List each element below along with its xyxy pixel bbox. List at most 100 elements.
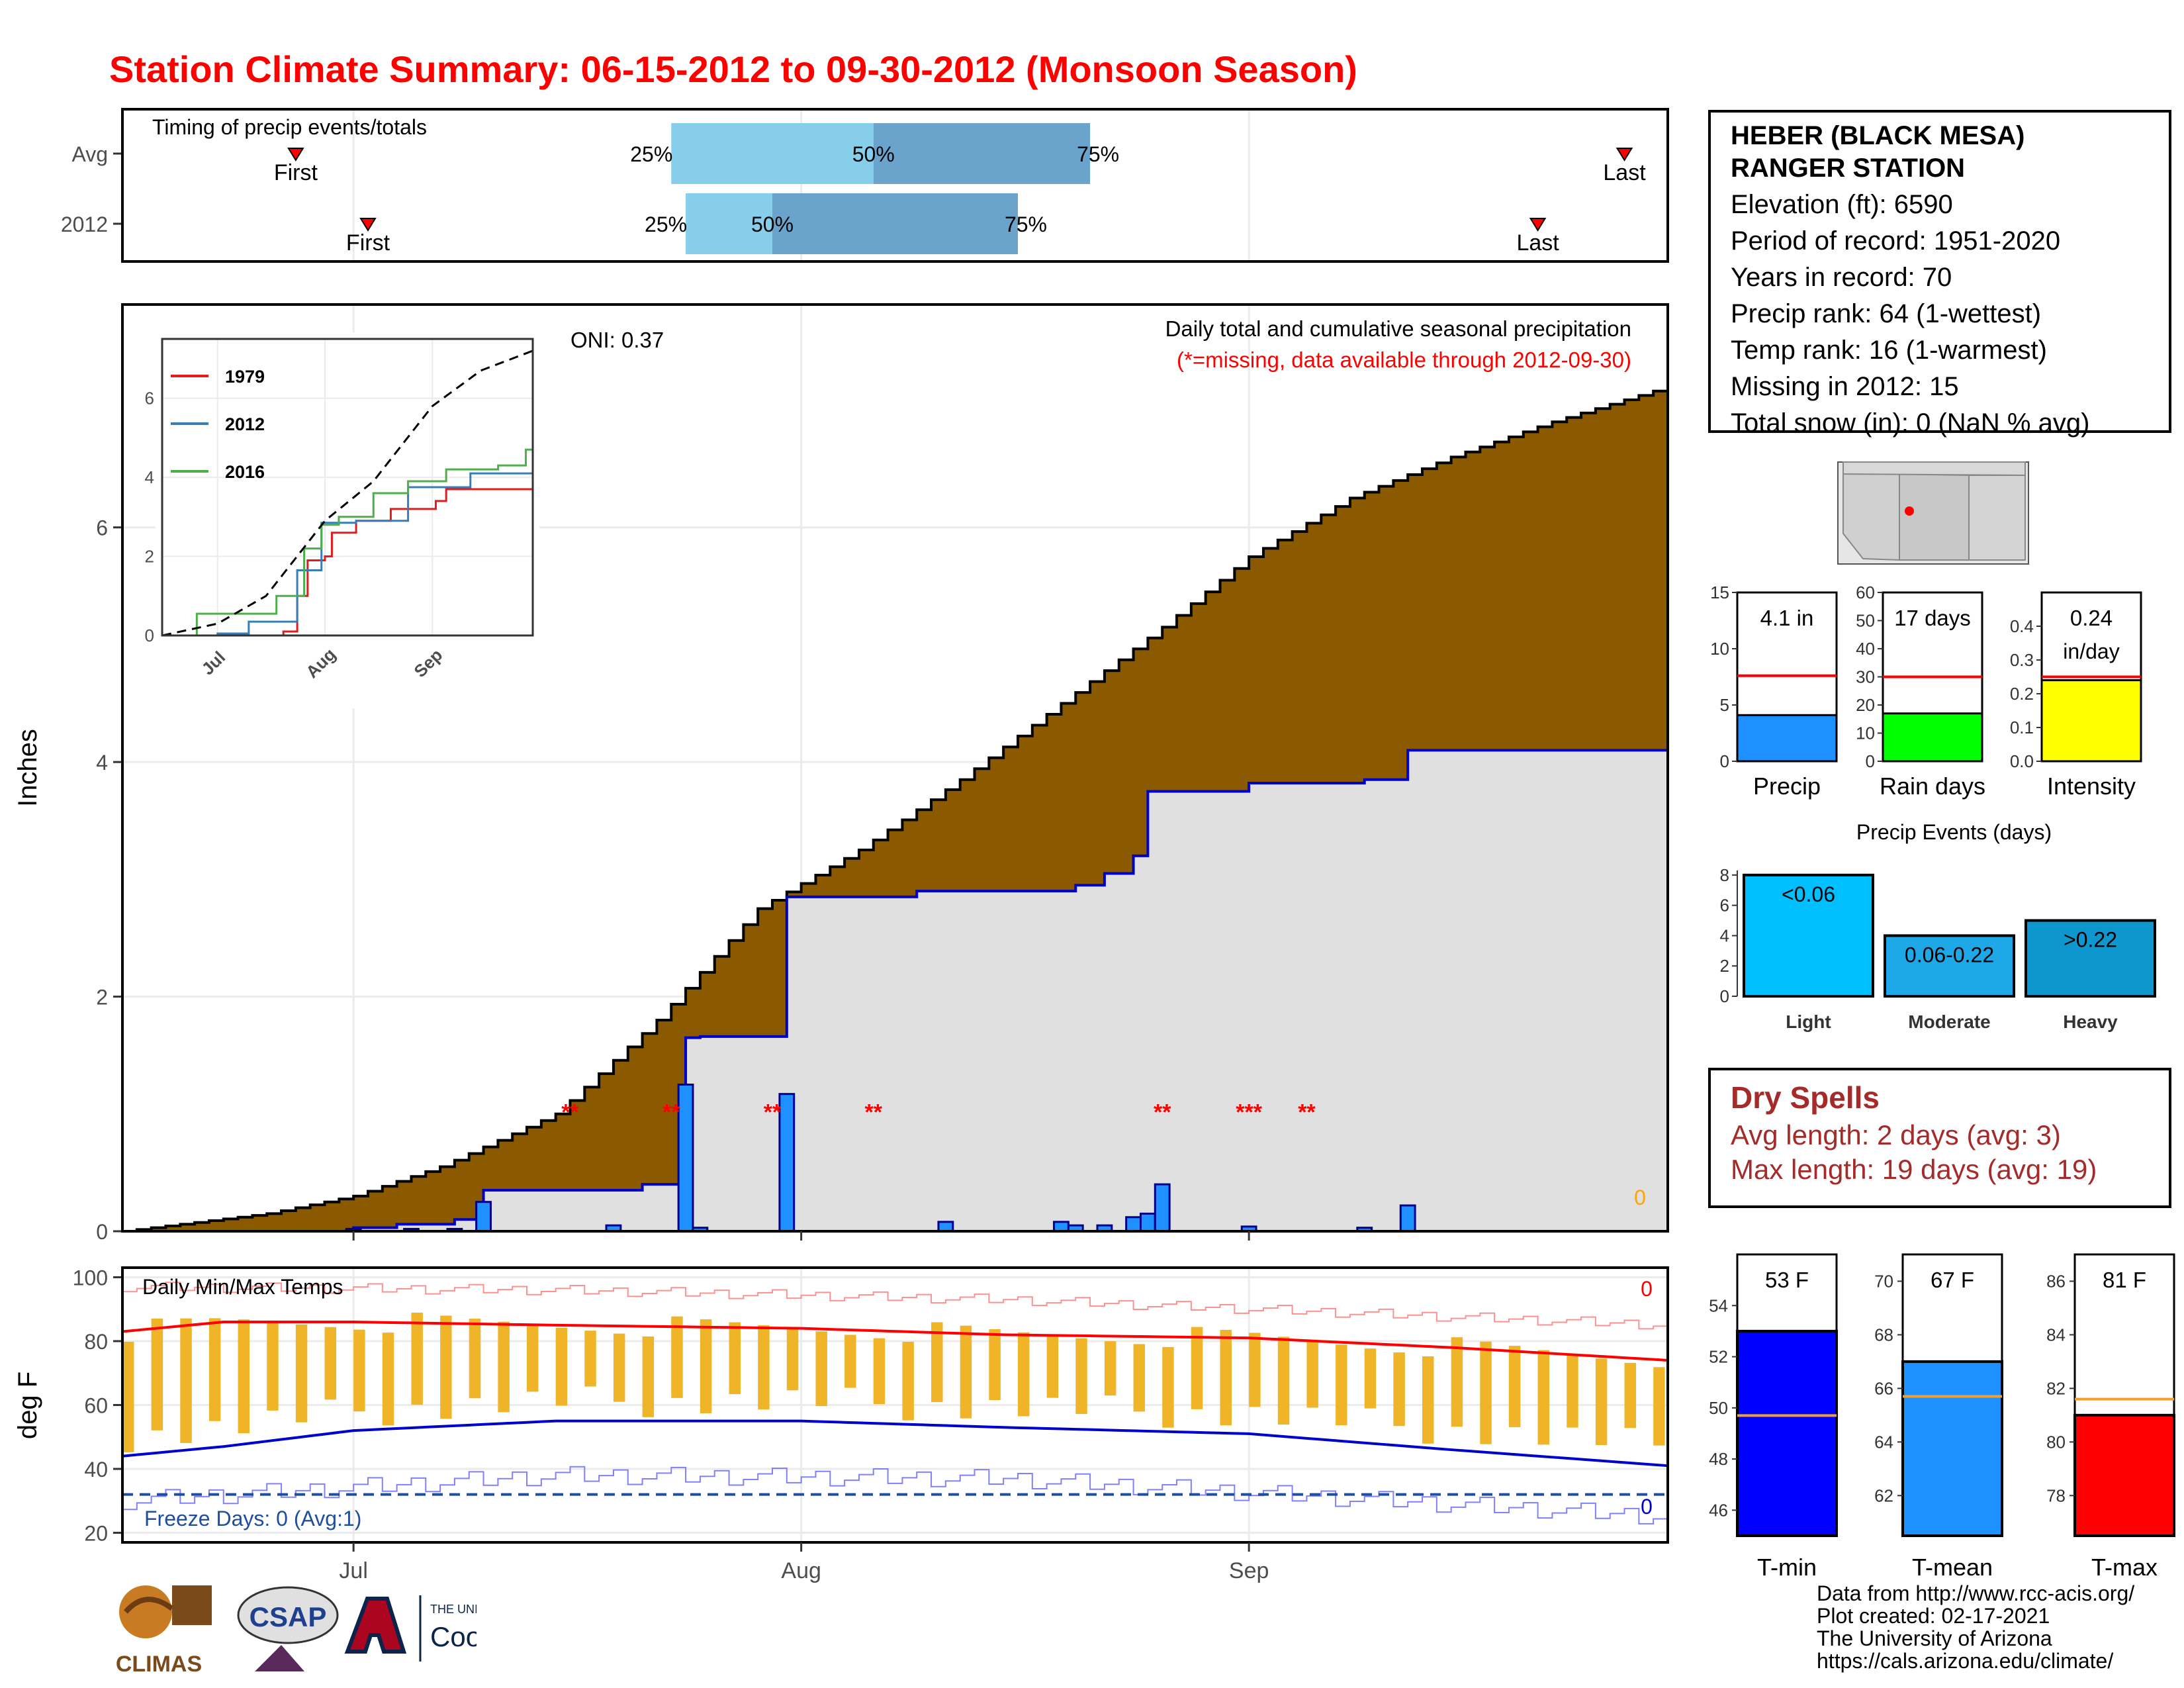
daily-precip-bar [1154,1183,1171,1233]
timing-p75-label: 75% [1005,212,1047,236]
temp-summary-bar-1 [1901,1360,2003,1537]
temp-summary-value: 81 F [2103,1268,2146,1292]
daily-temp-bar [498,1321,510,1413]
missing-marker: ** [662,1100,680,1125]
daily-temp-bar [1508,1346,1521,1427]
temp-summary-tick-label: 64 [1874,1432,1893,1452]
daily-temp-bar [729,1322,741,1395]
temp-summary-tick-label: 62 [1874,1485,1893,1505]
temp-summary-tick-label: 70 [1874,1271,1893,1291]
avg-max-line [122,1321,1668,1362]
timing-last-marker [1615,148,1633,162]
timing-p50-label: 50% [751,212,794,236]
events-category: Moderate [1908,1011,1990,1032]
climas-logo: CLIMAS [116,1585,212,1677]
temp-summary-tick-label: 52 [1709,1347,1728,1367]
station-snow: Total snow (in): 0 (NaN % avg) [1731,408,2090,438]
daily-precip-bar [677,1083,694,1233]
daily-temp-bar [1133,1344,1146,1412]
daily-temp-bar [122,1341,134,1452]
temp-y-axis-label: deg F [13,1372,42,1439]
daily-temp-bar [1220,1330,1232,1426]
credits: Data from http://www.rcc-acis.org/ Plot … [1817,1582,2134,1672]
timing-bar-50-75 [772,193,1018,254]
temp-summary-tick-label: 50 [1709,1398,1728,1418]
daily-temp-bar [1451,1337,1463,1427]
x-tick-label: Jul [339,1558,367,1583]
summary-value-label: 17 days [1894,606,1971,630]
logos: CLIMAS CSAP THE UNIVERSITY OF ARIZONA Co… [116,1585,477,1677]
daily-temp-bar [1162,1346,1174,1428]
station-temp-rank: Temp rank: 16 (1-warmest) [1731,336,2047,365]
timing-last-label: Last [1516,230,1559,256]
summary-tick-label: 0.1 [2010,718,2034,737]
timing-first-marker [287,148,304,162]
dry-spells-box: Dry Spells Avg length: 2 days (avg: 3) M… [1708,1068,2171,1208]
summary-tick-label: 0.3 [2010,650,2034,670]
temp-summary-bar-0 [1736,1329,1838,1537]
daily-precip-bar [1125,1216,1142,1233]
daily-temp-bar [440,1315,452,1419]
climas-logo-text: CLIMAS [116,1652,202,1677]
locator-map [1837,461,2029,565]
missing-marker: *** [1236,1100,1262,1125]
events-tick-label: 8 [1720,865,1729,885]
summary-bar-1 [1882,712,1983,763]
station-missing: Missing in 2012: 15 [1731,372,1959,401]
inset-line-2016 [162,418,534,637]
timing-row-label: Avg [71,142,108,166]
inset-line-1979 [162,488,533,637]
dry-spells-title: Dry Spells [1731,1080,1880,1115]
daily-temp-bar [642,1336,655,1417]
summary-tick-label: 60 [1856,583,1875,602]
missing-marker: ** [865,1100,883,1125]
timing-p25-label: 25% [645,212,687,236]
daily-precip-bar [1399,1204,1416,1233]
timing-bar-50-75 [873,123,1091,184]
summary-name: Intensity [2047,773,2136,800]
temp-summary-name: T-min [1757,1554,1817,1581]
csap-logo-text: CSAP [250,1601,327,1632]
events-bar-0 [1743,873,1874,998]
daily-temp-bar [555,1327,568,1406]
daily-temp-bar [902,1341,914,1421]
summary-tick-label: 10 [1856,724,1875,743]
daily-temp-bar [295,1324,308,1423]
station-name-1: HEBER (BLACK MESA) [1731,121,2025,150]
temp-summary-charts: 46 48 50 52 54 53 F T-min 62 64 66 68 70 67 F T-mean 7… [1709,1253,2175,1581]
temp-y-tick-label: 100 [73,1266,108,1289]
daily-precip-bar [937,1221,954,1233]
min-count: 0 [1641,1495,1653,1519]
ua-small-text: THE UNIVERSITY OF ARIZONA [430,1603,477,1616]
inset-legend-label: 2012 [225,414,265,434]
daily-temp-bar [1306,1340,1318,1408]
daily-temp-bar [382,1333,394,1426]
summary-tick-label: 50 [1856,611,1875,631]
daily-temp-bar [1017,1332,1030,1417]
summary-tick-label: 0 [1720,751,1729,771]
temp-y-tick-label: 40 [84,1458,108,1481]
summary-value-label2: in/day [2063,639,2119,663]
daily-precip-bar [1139,1212,1156,1233]
summary-bar-charts: 0 5 10 15 4.1 in Precip 0 10 20 30 40 50 60 17 days Ra… [1710,583,2142,800]
summary-name: Precip [1753,773,1821,800]
temp-summary-name: T-mean [1912,1554,1993,1581]
csap-logo: CSAP [237,1586,339,1671]
inset-y-tick-label: 2 [145,547,154,567]
daily-temp-bar [1249,1333,1261,1407]
events-category: Light [1786,1011,1831,1032]
summary-name: Rain days [1880,773,1985,800]
page-title: Station Climate Summary: 06-15-2012 to 0… [109,48,1357,90]
timing-chart: 25% 50% 75% First Last Avg 25% 50% 75% First Last 2… [61,108,1669,263]
missing-marker: ** [1154,1100,1171,1125]
temp-summary-tick-label: 78 [2046,1485,2066,1505]
daily-temp-bar [1364,1348,1377,1409]
x-tick-label: Aug [781,1558,821,1583]
daily-temp-bar [1075,1338,1087,1414]
timing-first-label: First [274,160,318,185]
daily-temp-bar [786,1328,799,1391]
summary-tick-label: 0 [1866,751,1875,771]
station-years: Years in record: 70 [1731,263,1952,292]
y-axis-label: Inches [13,729,42,807]
oni-label: ONI: 0.37 [570,328,664,352]
